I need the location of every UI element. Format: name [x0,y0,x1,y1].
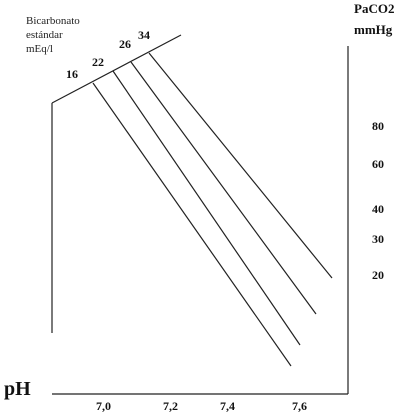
ph-value-7-2: 7,2 [163,399,178,413]
bicarbonate-value-16: 16 [66,67,78,81]
ph-value-7-6: 7,6 [292,399,307,413]
bicarbonate-title-line-2: estándar [26,29,63,41]
isopleth-line-16 [92,82,292,367]
paco2-title-line-2: mmHg [354,22,393,37]
bicarbonate-value-26: 26 [119,37,131,51]
isopleth-line-34 [148,52,333,279]
paco2-value-80: 80 [372,119,384,133]
paco2-value-40: 40 [372,202,384,216]
bicarbonate-value-34: 34 [138,28,150,42]
bicarbonate-title-line-1: Bicarbonato [26,15,80,27]
isopleth-line-26 [130,61,317,315]
isopleth-line-22 [112,70,301,346]
ph-title: pH [4,378,31,400]
bicarbonate-value-22: 22 [92,55,104,69]
ph-value-7-0: 7,0 [96,399,111,413]
paco2-title-line-1: PaCO2 [354,1,394,16]
paco2-value-60: 60 [372,157,384,171]
paco2-value-20: 20 [372,268,384,282]
ph-value-7-4: 7,4 [220,399,235,413]
paco2-value-30: 30 [372,232,384,246]
bicarbonate-scale-line [51,34,182,104]
bicarbonate-title-line-3: mEq/l [26,43,53,55]
